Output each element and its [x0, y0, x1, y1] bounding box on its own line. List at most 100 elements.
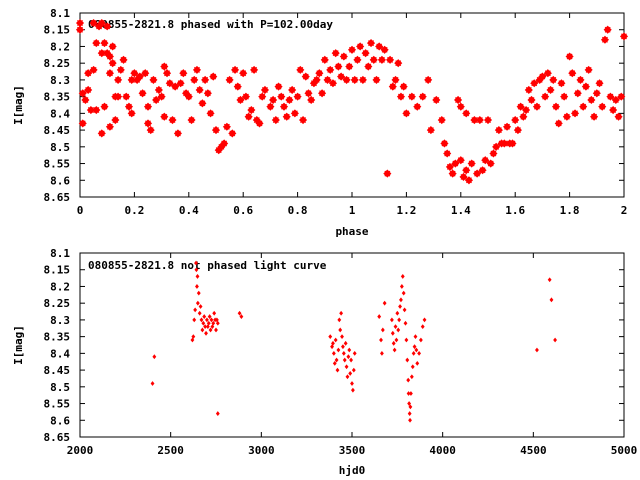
unphased-data-point [409, 374, 414, 380]
phased-data-point [369, 55, 378, 64]
phased-data-point [391, 75, 400, 84]
unphased-data-point [406, 391, 411, 396]
unphased-data-point [420, 324, 425, 329]
phased-y-tick-label: 8.6 [50, 174, 70, 187]
phased-data-point [274, 82, 283, 91]
unphased-x-tick-label: 3500 [339, 444, 366, 457]
phased-data-point [198, 99, 207, 108]
phased-data-point [554, 119, 563, 128]
unphased-data-point [411, 350, 416, 356]
unphased-data-point [331, 340, 335, 346]
unphased-y-tick-label: 8.25 [44, 297, 71, 310]
phased-x-tick-label: 1.6 [505, 204, 525, 217]
phased-data-point [160, 62, 169, 71]
phased-data-point [489, 149, 498, 158]
phased-data-point [541, 92, 550, 101]
unphased-tick-group: 2000 2500 3000 3500 4000 4500 5000 8.1 8.15 8.2 8.… [44, 247, 638, 457]
unphased-data-point [341, 350, 346, 356]
phased-data-point [342, 75, 351, 84]
unphased-x-tick-label: 5000 [611, 444, 638, 457]
unphased-data-point [391, 340, 396, 346]
phased-data-point [375, 42, 384, 51]
unphased-data-point [350, 387, 355, 393]
phased-data-point [152, 95, 161, 105]
phased-data-point [358, 75, 367, 84]
phased-data-point [239, 69, 248, 78]
phased-data-point [595, 79, 604, 88]
phased-data-point [211, 126, 221, 135]
phased-data-point [154, 85, 163, 94]
unphased-data-point [394, 337, 399, 343]
phased-data-point [407, 92, 416, 101]
phased-data-point [179, 69, 188, 78]
phased-plot-title: 080855-2821.8 phased with P=102.00day [88, 18, 333, 31]
phased-data-point [339, 52, 348, 61]
phased-data-point [443, 149, 452, 158]
phased-data-point [590, 112, 599, 121]
phased-data-point [475, 116, 484, 125]
phased-data-point [587, 95, 596, 105]
unphased-x-axis-label: hjd0 [339, 464, 366, 477]
phased-data-point [551, 102, 561, 111]
phased-data-point [451, 159, 460, 168]
unphased-points-group [150, 260, 558, 423]
phased-x-tick-label: 1.4 [451, 204, 471, 217]
unphased-data-point [422, 317, 427, 323]
phased-data-point [543, 69, 552, 78]
phased-data-point [609, 105, 618, 115]
unphased-data-point [404, 337, 409, 343]
phased-data-point [334, 62, 343, 71]
unphased-data-point [337, 317, 342, 323]
unphased-y-tick-label: 8.1 [50, 247, 70, 260]
unphased-data-point [379, 337, 383, 343]
phased-data-point [481, 156, 490, 165]
phased-data-point [614, 112, 623, 121]
unphased-data-point [190, 337, 195, 343]
phased-data-point [190, 75, 199, 84]
phased-data-point [100, 39, 109, 48]
unphased-y-tick-label: 8.4 [50, 347, 70, 360]
phased-data-point [184, 92, 193, 101]
phased-y-tick-label: 8.2 [50, 40, 70, 53]
unphased-data-point [206, 320, 211, 326]
phased-x-tick-label: 1.2 [396, 204, 416, 217]
unphased-data-point [346, 354, 351, 360]
unphased-data-point [400, 274, 405, 279]
phased-data-point [440, 139, 449, 148]
unphased-data-point [195, 274, 200, 279]
phased-data-point [318, 89, 327, 98]
phased-data-point [220, 139, 229, 148]
phased-data-point [462, 166, 471, 175]
phased-data-point [269, 95, 278, 105]
phased-data-point [108, 42, 117, 51]
phased-data-point [108, 59, 117, 68]
unphased-data-point [207, 314, 212, 319]
phased-data-point [418, 92, 427, 101]
unphased-data-point [349, 357, 354, 363]
unphased-data-point [335, 367, 340, 373]
phased-data-point [105, 52, 114, 61]
phased-data-point [312, 75, 321, 84]
phased-y-tick-label: 8.45 [44, 124, 71, 137]
phased-data-point [511, 116, 520, 125]
phased-data-point [402, 109, 411, 118]
phased-data-point [301, 72, 310, 81]
phased-data-point [201, 75, 210, 84]
phased-points-group [75, 18, 629, 185]
phased-data-point [462, 109, 471, 118]
unphased-data-point [152, 354, 157, 360]
phased-x-axis-label: phase [335, 225, 368, 238]
unphased-data-point [413, 334, 418, 340]
phased-y-tick-label: 8.65 [44, 191, 71, 204]
phased-data-point [255, 119, 264, 128]
phased-data-point [383, 169, 392, 178]
unphased-data-point [402, 307, 407, 313]
phased-data-point [222, 122, 231, 131]
phased-data-point [328, 79, 338, 88]
unphased-data-point [201, 320, 206, 326]
phased-data-point [75, 25, 85, 34]
phased-data-point [426, 126, 435, 135]
phased-data-point [494, 126, 503, 135]
phased-data-point [260, 85, 270, 94]
unphased-data-point [403, 320, 408, 326]
